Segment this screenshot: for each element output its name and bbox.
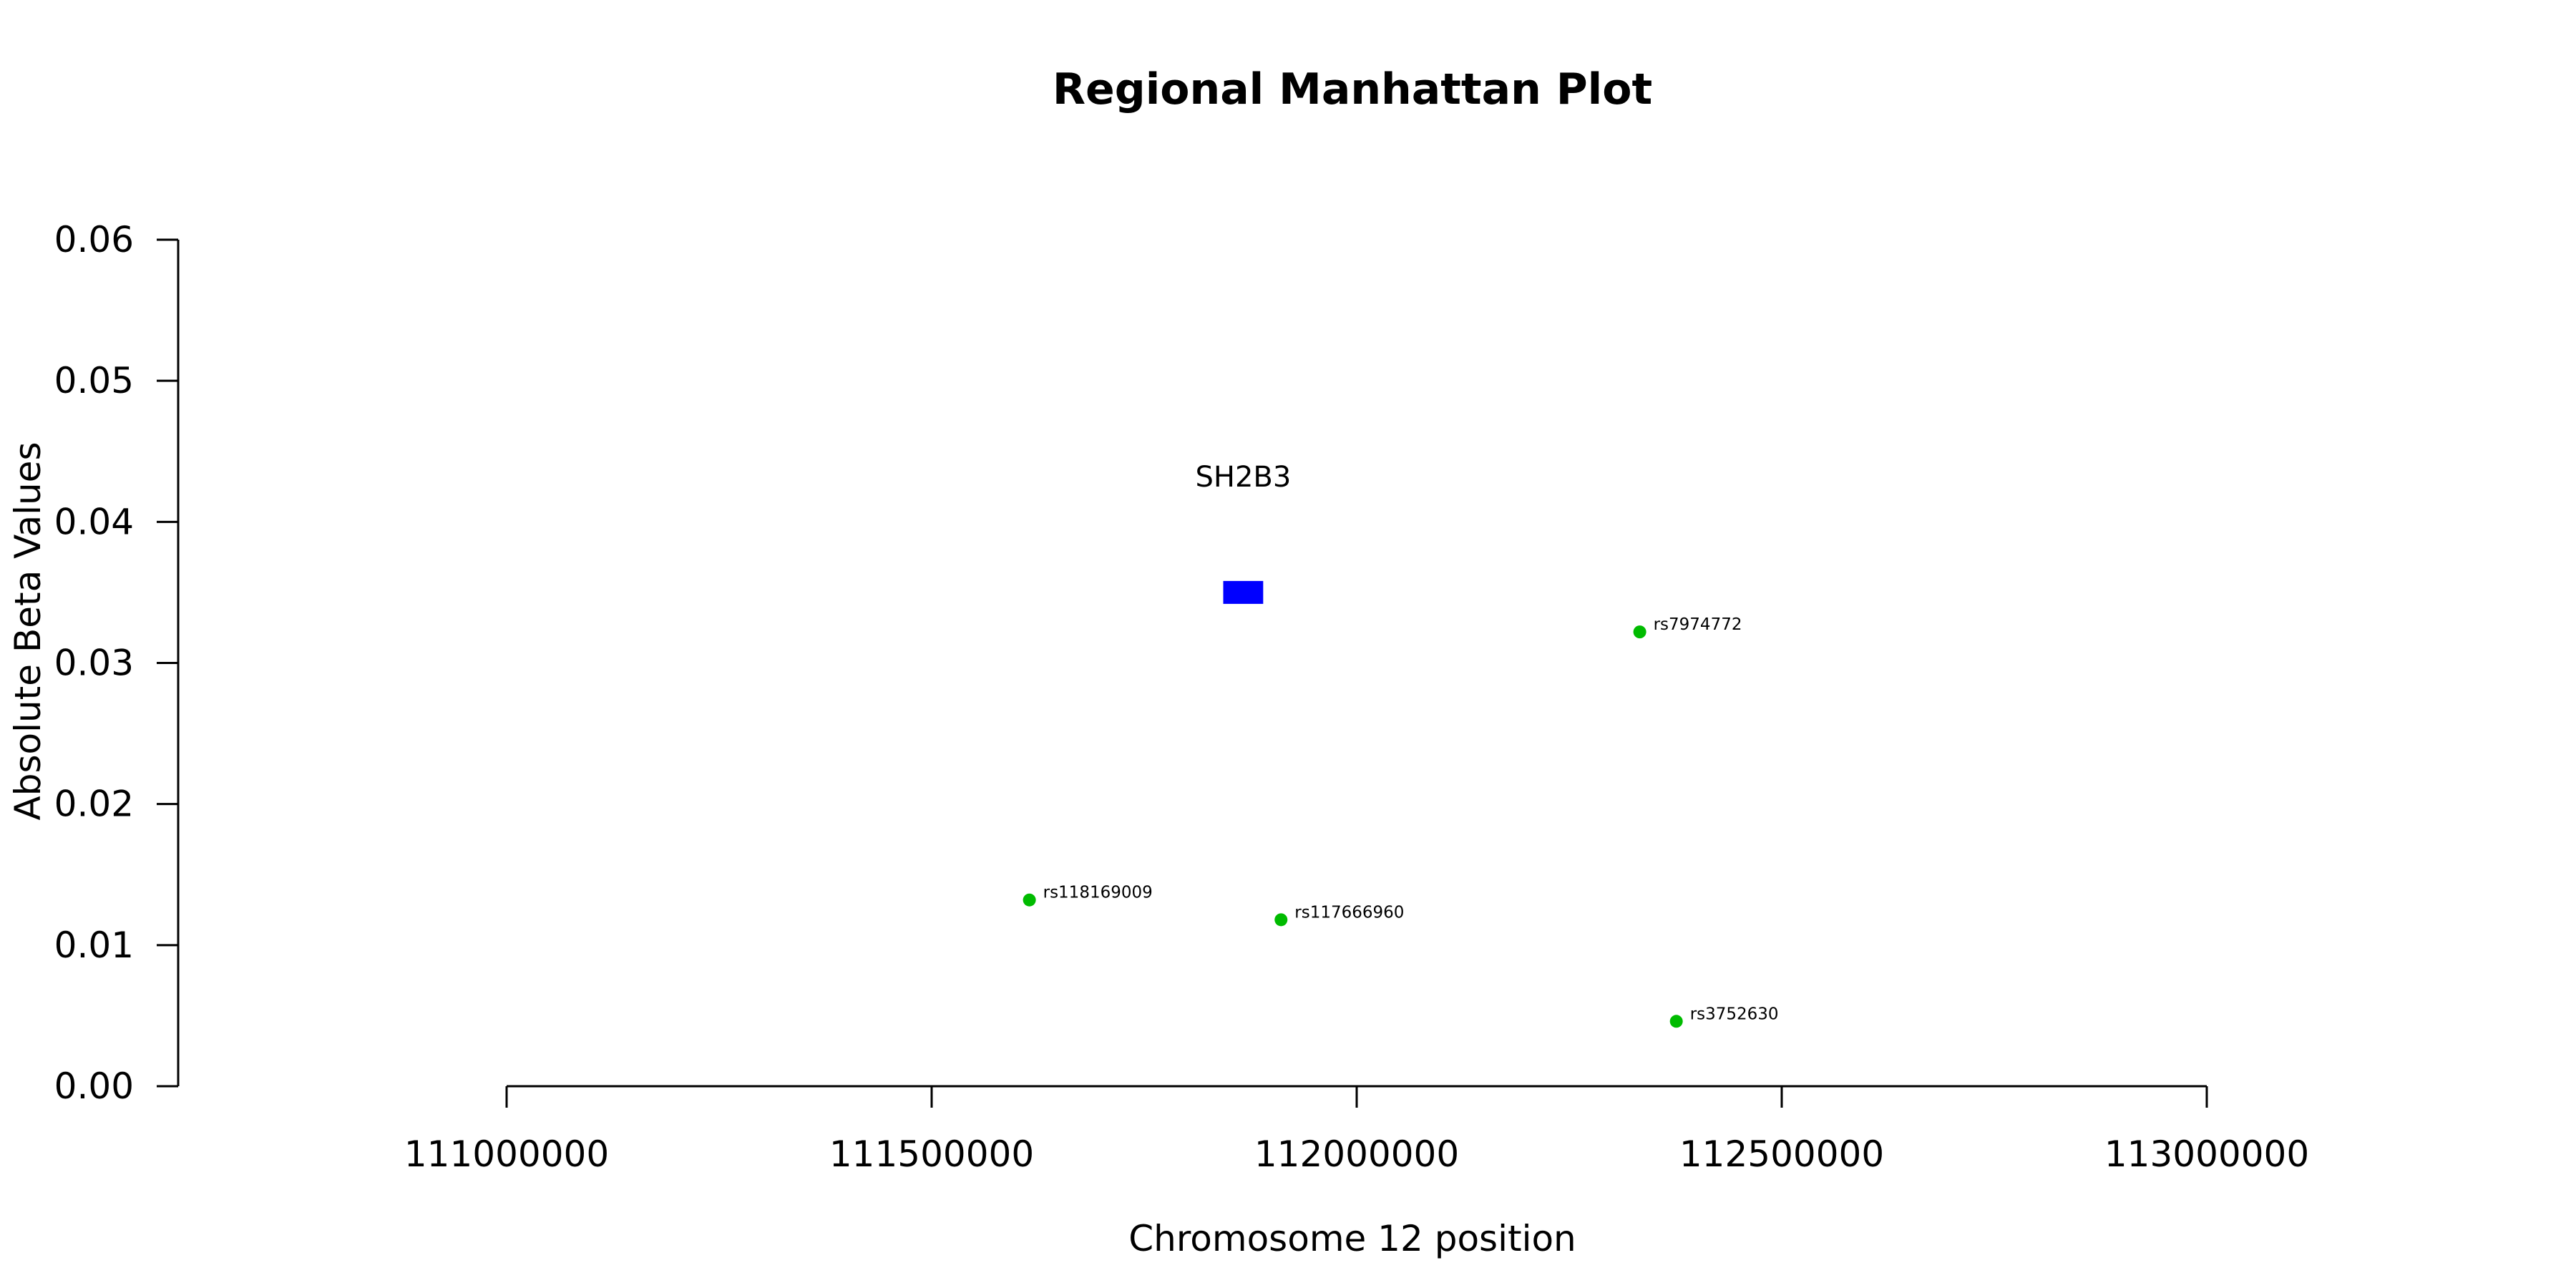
chart-title: Regional Manhattan Plot bbox=[1053, 64, 1652, 114]
x-tick-label: 111000000 bbox=[404, 1133, 609, 1175]
y-tick-label: 0.03 bbox=[54, 643, 134, 684]
snp-point bbox=[1669, 1015, 1683, 1028]
y-tick-label: 0.00 bbox=[54, 1065, 134, 1107]
snp-point bbox=[1633, 625, 1646, 639]
x-tick-label: 111500000 bbox=[829, 1133, 1034, 1175]
gene-track: SH2B3 bbox=[1195, 461, 1291, 604]
y-tick-label: 0.02 bbox=[54, 784, 134, 825]
y-axis: 0.00 0.01 0.02 0.03 0.04 0.05 0.06 bbox=[54, 219, 180, 1107]
y-tick-label: 0.05 bbox=[54, 360, 134, 401]
y-axis-label: Absolute Beta Values bbox=[7, 442, 49, 821]
snp-point bbox=[1274, 913, 1288, 927]
x-axis: 111000000 111500000 112000000 112500000 1130… bbox=[404, 1085, 2309, 1175]
snp-label: rs7974772 bbox=[1654, 615, 1742, 634]
y-tick-label: 0.01 bbox=[54, 924, 134, 966]
snp-point bbox=[1023, 893, 1036, 907]
snp-label: rs3752630 bbox=[1690, 1005, 1779, 1023]
snp-label: rs117666960 bbox=[1294, 903, 1404, 922]
x-axis-label: Chromosome 12 position bbox=[1128, 1218, 1576, 1259]
x-tick-label: 112000000 bbox=[1254, 1133, 1459, 1175]
snp-points: rs118169009 rs117666960 rs7974772 rs3752630 bbox=[1023, 615, 1779, 1028]
x-tick-label: 112500000 bbox=[1679, 1133, 1884, 1175]
gene-box bbox=[1223, 580, 1264, 604]
snp-label: rs118169009 bbox=[1043, 884, 1153, 902]
gene-label: SH2B3 bbox=[1195, 461, 1291, 494]
y-tick-label: 0.06 bbox=[54, 219, 134, 260]
y-tick-label: 0.04 bbox=[54, 501, 134, 542]
x-tick-label: 113000000 bbox=[2104, 1133, 2309, 1175]
